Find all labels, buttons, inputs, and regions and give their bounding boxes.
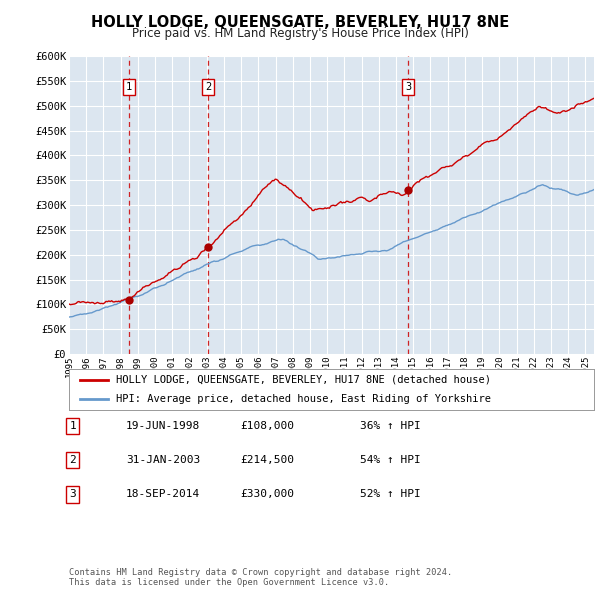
- Text: 19-JUN-1998: 19-JUN-1998: [126, 421, 200, 431]
- Text: 3: 3: [69, 490, 76, 499]
- Text: Contains HM Land Registry data © Crown copyright and database right 2024.
This d: Contains HM Land Registry data © Crown c…: [69, 568, 452, 587]
- Text: 2: 2: [205, 83, 211, 92]
- Text: £108,000: £108,000: [240, 421, 294, 431]
- Text: HOLLY LODGE, QUEENSGATE, BEVERLEY, HU17 8NE: HOLLY LODGE, QUEENSGATE, BEVERLEY, HU17 …: [91, 15, 509, 30]
- Text: 36% ↑ HPI: 36% ↑ HPI: [360, 421, 421, 431]
- Text: 18-SEP-2014: 18-SEP-2014: [126, 490, 200, 499]
- Text: 1: 1: [69, 421, 76, 431]
- Text: 1: 1: [125, 83, 132, 92]
- Text: Price paid vs. HM Land Registry's House Price Index (HPI): Price paid vs. HM Land Registry's House …: [131, 27, 469, 40]
- Text: £330,000: £330,000: [240, 490, 294, 499]
- Text: 54% ↑ HPI: 54% ↑ HPI: [360, 455, 421, 465]
- Text: 52% ↑ HPI: 52% ↑ HPI: [360, 490, 421, 499]
- Text: HOLLY LODGE, QUEENSGATE, BEVERLEY, HU17 8NE (detached house): HOLLY LODGE, QUEENSGATE, BEVERLEY, HU17 …: [116, 375, 491, 385]
- Text: HPI: Average price, detached house, East Riding of Yorkshire: HPI: Average price, detached house, East…: [116, 394, 491, 404]
- Text: 3: 3: [406, 83, 412, 92]
- Text: 31-JAN-2003: 31-JAN-2003: [126, 455, 200, 465]
- Text: 2: 2: [69, 455, 76, 465]
- Text: £214,500: £214,500: [240, 455, 294, 465]
